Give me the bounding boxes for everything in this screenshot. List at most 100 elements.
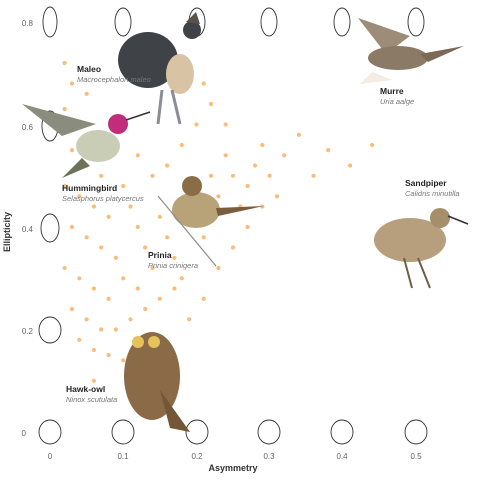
y-tick-label: 0.4: [22, 225, 34, 234]
sandpiper-illustration: [374, 208, 468, 288]
scatter-point: [114, 327, 118, 331]
x-tick-label: 0.5: [410, 452, 422, 461]
scatter-point: [128, 204, 132, 208]
scatter-point: [63, 61, 67, 65]
scatter-point: [150, 174, 154, 178]
hummingbird-illustration: [22, 104, 150, 178]
scatter-point: [143, 307, 147, 311]
bird-scientific-name: Selasphorus platycercus: [62, 194, 144, 203]
egg-outline-top-5: [408, 8, 424, 36]
egg-outline-top-4: [334, 8, 350, 36]
y-tick-labels: 0 0.2 0.4 0.6 0.8: [22, 19, 34, 438]
egg-outline-top-1: [115, 8, 131, 36]
egg-outline-bottom-1: [112, 420, 134, 444]
scatter-point: [121, 276, 125, 280]
scatter-point: [114, 256, 118, 260]
scatter-point: [85, 317, 89, 321]
x-tick-labels: 0 0.1 0.2 0.3 0.4 0.5: [48, 452, 422, 461]
scatter-point: [311, 174, 315, 178]
scatter-point: [70, 81, 74, 85]
scatter-point: [326, 148, 330, 152]
bird-scientific-name: Macrocephalon maleo: [77, 75, 151, 84]
scatter-point: [194, 122, 198, 126]
egg-outline-left-1: [39, 317, 61, 343]
bird-name: Hummingbird: [62, 183, 117, 193]
scatter-point: [260, 143, 264, 147]
x-tick-label: 0.4: [336, 452, 348, 461]
scatter-point: [136, 153, 140, 157]
scatter-point: [158, 215, 162, 219]
scatter-point: [99, 245, 103, 249]
scatter-point: [128, 317, 132, 321]
scatter-point: [187, 317, 191, 321]
x-tick-label: 0.2: [191, 452, 203, 461]
scatter-point: [370, 143, 374, 147]
scatter-point: [121, 358, 125, 362]
scatter-point: [63, 266, 67, 270]
scatter-point: [216, 194, 220, 198]
scatter-point: [70, 225, 74, 229]
label-prinia: Prinia Prinia crinigera: [148, 250, 198, 270]
scatter-point: [253, 163, 257, 167]
egg-outline-bottom-0: [39, 420, 61, 444]
egg-outline-left-4: [43, 7, 57, 37]
scatter-point: [246, 225, 250, 229]
scatter-point: [121, 184, 125, 188]
bird-scientific-name: Uria aalge: [380, 97, 414, 106]
scatter-point: [209, 102, 213, 106]
scatter-point: [231, 174, 235, 178]
prinia-illustration: [158, 176, 264, 266]
scatter-point: [85, 235, 89, 239]
bird-scientific-name: Ninox scutulata: [66, 395, 117, 404]
y-tick-label: 0: [22, 429, 27, 438]
scatter-point: [224, 122, 228, 126]
scatter-point: [216, 266, 220, 270]
egg-outline-bottom-5: [405, 420, 427, 444]
y-tick-label: 0.6: [22, 123, 34, 132]
scatter-point: [202, 235, 206, 239]
hawk-owl-illustration: [124, 332, 190, 432]
scatter-point: [209, 174, 213, 178]
scatter-point: [92, 204, 96, 208]
scatter-points: [63, 61, 375, 383]
scatter-point: [63, 107, 67, 111]
egg-outline-bottom-4: [331, 420, 353, 444]
scatter-point: [282, 153, 286, 157]
label-hawk-owl: Hawk-owl Ninox scutulata: [66, 384, 117, 404]
bird-name: Murre: [380, 86, 404, 96]
scatter-point: [202, 297, 206, 301]
scatter-point: [70, 307, 74, 311]
bird-name: Hawk-owl: [66, 384, 105, 394]
egg-outline-bottom-2: [186, 420, 208, 444]
x-tick-label: 0.1: [117, 452, 129, 461]
x-axis-label: Asymmetry: [208, 463, 257, 473]
label-sandpiper: Sandpiper Calidris minutilla: [405, 178, 460, 198]
scatter-point: [92, 348, 96, 352]
scatter-point: [77, 276, 81, 280]
scatter-point: [172, 256, 176, 260]
scatter-point: [165, 163, 169, 167]
x-tick-label: 0.3: [263, 452, 275, 461]
scatter-point: [92, 379, 96, 383]
scatter-point: [268, 174, 272, 178]
scatter-point: [348, 163, 352, 167]
bird-scientific-name: Calidris minutilla: [405, 189, 460, 198]
scatter-point: [107, 297, 111, 301]
bird-name: Sandpiper: [405, 178, 447, 188]
scatter-point: [107, 353, 111, 357]
scatter-point: [202, 81, 206, 85]
x-tick-label: 0: [48, 452, 53, 461]
y-tick-label: 0.8: [22, 19, 34, 28]
egg-outline-left-2: [41, 214, 59, 242]
scatter-point: [246, 184, 250, 188]
scatter-point: [92, 286, 96, 290]
egg-outline-top-3: [261, 8, 277, 36]
scatter-point: [297, 133, 301, 137]
y-tick-label: 0.2: [22, 327, 34, 336]
bird-name: Maleo: [77, 64, 101, 74]
egg-outline-bottom-3: [258, 420, 280, 444]
scatter-point: [180, 143, 184, 147]
scatter-point: [70, 148, 74, 152]
scatter-point: [180, 276, 184, 280]
